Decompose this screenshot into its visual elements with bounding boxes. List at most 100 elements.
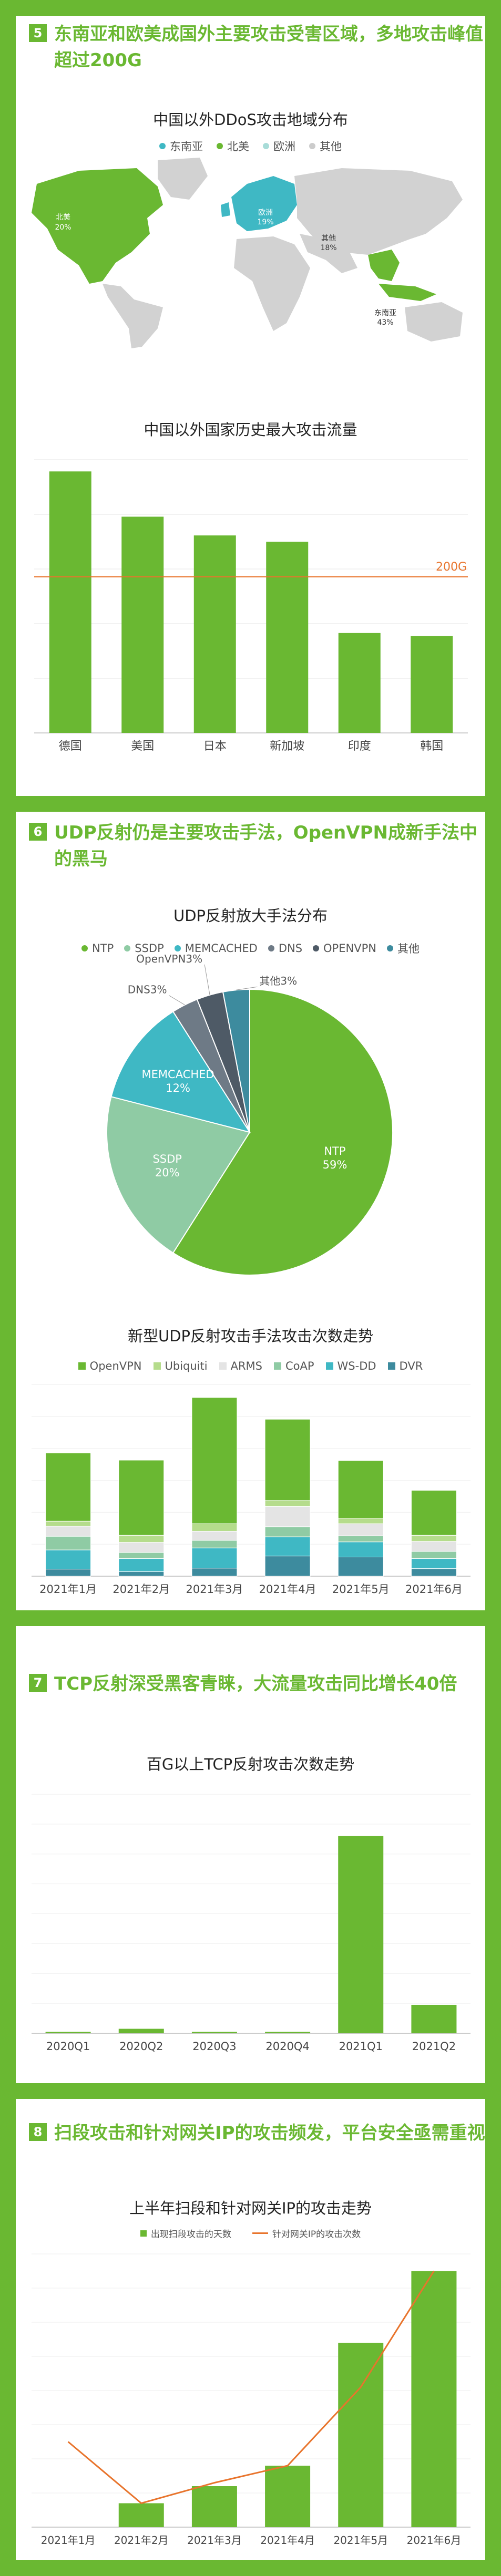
section-title: 东南亚和欧美成国外主要攻击受害区域，多地攻击峰值超过200G (54, 24, 483, 71)
stacked-bar-segment (411, 1568, 457, 1577)
pie-leader-line (204, 964, 210, 995)
section-number: 7 (29, 1674, 47, 1692)
x-tick-label: 2021年1月 (39, 1583, 97, 1596)
x-tick-label: 美国 (131, 740, 154, 753)
x-tick-label: 德国 (59, 740, 82, 753)
x-tick-label: 2021年5月 (333, 2534, 388, 2547)
stacked-bar-chart-udp: 2021年1月 2021年2月 2021年3月 2021年4月 2021年5月 2021年… (32, 1384, 471, 1596)
pie-slice-value: 59% (323, 1158, 347, 1171)
x-tick-label: 印度 (348, 740, 371, 753)
pie-slice-label: MEMCACHED (142, 1068, 214, 1081)
map-value-north-america: 20% (55, 223, 71, 232)
map-region-south-america (103, 284, 163, 348)
stacked-bar-segment (118, 1558, 165, 1572)
legend-item: ARMS (219, 1360, 262, 1372)
legend-item: Ubiquiti (153, 1360, 208, 1372)
stacked-bar-segment (45, 1453, 91, 1522)
x-tick-label: 2021年1月 (41, 2534, 96, 2547)
section-8-card (16, 2099, 485, 2560)
stacked-bar-segment (45, 1569, 91, 1577)
legend-item: 欧洲 (263, 138, 295, 154)
map-region-africa (234, 236, 310, 331)
pie-slice (106, 1096, 251, 1254)
section-6-header: 6 UDP反射仍是主要攻击手法，OpenVPN成新手法中的黑马 (29, 820, 490, 872)
stacked-bar-segment (264, 1500, 311, 1507)
stacked-bar-segment (338, 1542, 384, 1557)
section-7-header: 7 TCP反射深受黑客青睐，大流量攻击同比增长40倍 (29, 1671, 490, 1697)
stacked-bar-segment (411, 1541, 457, 1552)
x-tick-label: 2021年2月 (114, 2534, 169, 2547)
stacked-bar-segment (118, 1542, 165, 1553)
stacked-bar-segment (338, 1518, 384, 1524)
map-label-north-america: 北美 (56, 213, 70, 222)
legend-item: 其他 (309, 138, 342, 154)
chart-title: 中国以外DDoS攻击地域分布 (153, 111, 348, 129)
bar (411, 636, 453, 733)
bar (45, 2032, 91, 2033)
chart-legend: 出现扫段攻击的天数 针对网关IP的攻击次数 (0, 2227, 501, 2240)
series-line (67, 2270, 435, 2505)
chart-legend: NTP SSDP MEMCACHED DNS OPENVPN 其他 (0, 940, 501, 956)
stacked-bar-segment (118, 1571, 165, 1577)
stacked-bar-segment (118, 1535, 165, 1543)
legend-item: 东南亚 (159, 138, 203, 154)
x-tick-label: 2021年6月 (405, 1583, 463, 1596)
map-value-other: 18% (320, 244, 336, 252)
bar (193, 535, 236, 733)
bar (266, 542, 309, 733)
legend-item: DVR (387, 1360, 423, 1372)
pie-outer-label: OpenVPN3% (136, 953, 202, 965)
stacked-bar-segment (264, 1556, 311, 1577)
bar (338, 1836, 384, 2033)
stacked-bar-segment (118, 1460, 165, 1536)
bar (411, 2004, 457, 2033)
map-region-southeast-asia (368, 250, 400, 281)
pie-slice-value: 12% (166, 1082, 190, 1094)
pie-outer-label: DNS3% (128, 984, 167, 996)
legend-item: SSDP (124, 940, 164, 956)
reference-line-label: 200G (436, 561, 467, 574)
bar (338, 2343, 384, 2527)
pie-slice-label: NTP (324, 1145, 345, 1157)
bar (121, 516, 164, 733)
pie-slice (222, 988, 250, 1133)
bar-chart-tcp: 2020Q1 2020Q2 2020Q3 2020Q4 2021Q1 2021Q2 (32, 1794, 471, 2053)
map-region-europe (231, 176, 297, 231)
stacked-bar-segment (411, 1490, 457, 1536)
x-tick-label: 2021年4月 (259, 1583, 316, 1596)
pie-leader-line (236, 986, 258, 990)
stacked-bar-segment (338, 1557, 384, 1577)
stacked-bar-segment (118, 1552, 165, 1559)
x-tick-label: 日本 (203, 740, 227, 753)
x-tick-label: 2020Q4 (265, 2040, 309, 2053)
legend-item: MEMCACHED (174, 940, 258, 956)
legend-item: 出现扫段攻击的天数 (140, 2227, 231, 2240)
bar (191, 2032, 237, 2033)
section-title: UDP反射仍是主要攻击手法，OpenVPN成新手法中的黑马 (54, 822, 477, 870)
bar (191, 2486, 237, 2527)
map-label-other: 其他 (321, 234, 336, 243)
stacked-bar-segment (45, 1526, 91, 1537)
bar (338, 633, 381, 733)
legend-item: NTP (81, 940, 114, 956)
section-number: 6 (29, 823, 47, 841)
chart-title: 百G以上TCP反射攻击次数走势 (146, 1755, 355, 1773)
section-5-card (16, 16, 485, 796)
x-tick-label: 2021Q1 (339, 2040, 383, 2053)
legend-item: 北美 (217, 138, 249, 154)
world-map: 北美 20% 欧洲 19% 其他 18% 东南亚 43% (32, 158, 463, 348)
pie-leader-line (169, 995, 185, 1006)
stacked-bar-segment (191, 1547, 238, 1569)
stacked-bar-segment (264, 1536, 311, 1557)
legend-item: DNS (268, 940, 302, 956)
map-label-southeast-asia: 东南亚 (374, 309, 396, 317)
section-number: 8 (29, 2123, 47, 2141)
legend-item: CoAP (273, 1360, 314, 1372)
section-5-header: 5 东南亚和欧美成国外主要攻击受害区域，多地攻击峰值超过200G (29, 21, 490, 74)
chart-legend: OpenVPN Ubiquiti ARMS CoAP WS-DD DVR (0, 1360, 501, 1372)
section-8-header: 8 扫段攻击和针对网关IP的攻击频发，平台安全亟需重视 (29, 2120, 490, 2146)
map-value-europe: 19% (257, 218, 273, 226)
stacked-bar-segment (191, 1568, 238, 1577)
stacked-bar-segment (45, 1520, 91, 1527)
